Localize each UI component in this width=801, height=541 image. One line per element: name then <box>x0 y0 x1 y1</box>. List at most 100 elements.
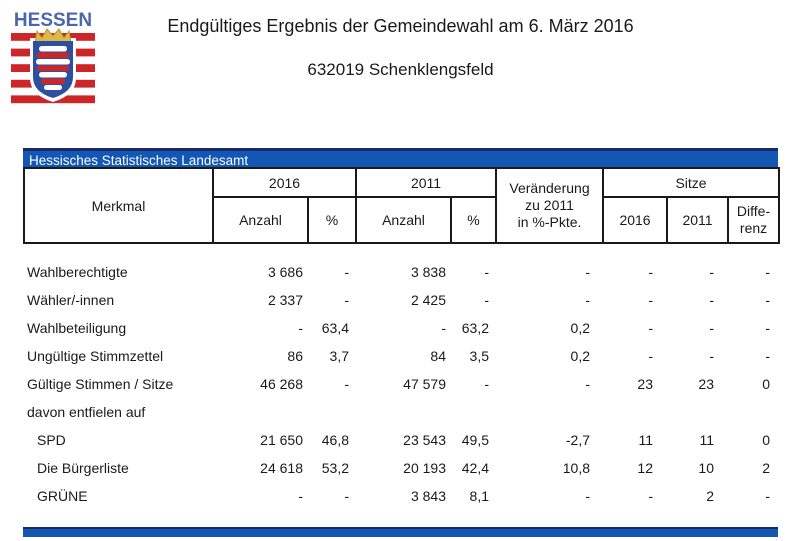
table-row: Wahlbeteiligung -63,4-63,2 0,2- - - <box>23 314 778 342</box>
cell-ver: -2,7 <box>565 432 590 448</box>
page-subtitle: 632019 Schenklengsfeld <box>307 60 494 79</box>
table-row: Ungültige Stimmzettel 86 3,7 84 3,5 0,2 - - - <box>23 342 778 370</box>
col-header-veraenderung: Veränderung zu 2011 in %-Pkte. <box>495 167 605 244</box>
cell-a11: 2 425 <box>410 292 446 308</box>
col-header-differenz: Diffe- renz <box>727 196 781 244</box>
col-group-sitze: Sitze <box>602 167 781 198</box>
row-label: Wahlberechtigte <box>27 264 128 280</box>
bottom-bar <box>23 527 778 537</box>
col-header-anzahl-2016: Anzahl <box>212 196 309 244</box>
table-row: SPD 21 650 46,8 23 543 49,5 -2,7 11 11 0 <box>23 426 778 454</box>
cell-s16: - <box>648 348 653 364</box>
cell-a11: 23 543 <box>403 432 446 448</box>
cell-s16: - <box>648 488 653 504</box>
table-row: Wähler/-innen 2 337 - 2 425 - - - - - <box>23 286 778 314</box>
cell-a11: 20 193 <box>403 460 446 476</box>
col-header-sitze-2011: 2011 <box>666 196 730 244</box>
lion-icon <box>36 46 70 90</box>
agency-bar: Hessisches Statistisches Landesamt <box>23 148 778 168</box>
cell-ver: 10,8 <box>562 460 590 476</box>
cell-p16: 53,2 <box>321 460 349 476</box>
col-group-2016: 2016 <box>212 167 357 198</box>
cell-a16: 46 268 <box>260 376 303 392</box>
cell-a11: 84 <box>430 348 446 364</box>
col-header-pct-2011: % <box>449 196 498 244</box>
cell-a11: 47 579 <box>403 376 446 392</box>
table-row: Die Bürgerliste 24 618 53,2 20 193 42,4 10,8 1… <box>23 454 778 482</box>
cell-dif: 0 <box>762 432 770 448</box>
cell-s16: - <box>648 320 653 336</box>
cell-s11: 11 <box>699 432 714 448</box>
cell-p11: - <box>484 376 489 392</box>
cell-p11: 8,1 <box>469 488 489 504</box>
cell-s11: 10 <box>698 460 714 476</box>
cell-ver: 0,2 <box>570 320 590 336</box>
cell-p16: - <box>344 376 349 392</box>
cell-s16: - <box>648 264 653 280</box>
page-title: Endgültiges Ergebnis der Gemeindewahl am… <box>167 16 634 36</box>
cell-s16: 23 <box>637 376 653 392</box>
cell-p11: 3,5 <box>469 348 489 364</box>
cell-a11: - <box>441 320 446 336</box>
row-label: Wähler/-innen <box>27 292 115 308</box>
row-label: Gültige Stimmen / Sitze <box>27 376 174 392</box>
table-row: Wahlberechtigte 3 686 - 3 838 - - - - - <box>23 258 778 286</box>
cell-a16: - <box>298 320 303 336</box>
row-label: SPD <box>37 432 66 448</box>
cell-s11: - <box>709 292 714 308</box>
col-group-2011: 2011 <box>354 167 498 198</box>
cell-dif: - <box>765 264 770 280</box>
cell-ver: - <box>585 292 590 308</box>
cell-p16: 3,7 <box>329 348 349 364</box>
cell-dif: 2 <box>762 460 770 476</box>
cell-p11: - <box>484 292 489 308</box>
cell-p16: - <box>344 488 349 504</box>
table-header: Merkmal 2016 2011 Veränderung zu 2011 in… <box>23 167 781 244</box>
cell-dif: - <box>765 320 770 336</box>
table-body: Wahlberechtigte 3 686-3 838- - - - - Wähler/-i… <box>23 258 778 510</box>
cell-a16: 2 337 <box>267 292 303 308</box>
cell-a16: - <box>298 488 303 504</box>
cell-p11: 63,2 <box>461 320 489 336</box>
cell-dif: 0 <box>762 376 770 392</box>
cell-s11: 2 <box>706 488 714 504</box>
row-label: GRÜNE <box>37 488 88 504</box>
cell-ver: - <box>585 376 590 392</box>
cell-p16: 46,8 <box>321 432 349 448</box>
hessen-coat-of-arms-icon: HESSEN <box>11 10 95 104</box>
row-label: davon entfielen auf <box>27 404 146 420</box>
cell-p11: - <box>484 264 489 280</box>
cell-p11: 49,5 <box>461 432 489 448</box>
cell-ver: 0,2 <box>570 348 590 364</box>
cell-ver: - <box>585 488 590 504</box>
cell-dif: - <box>765 348 770 364</box>
cell-a16: 21 650 <box>260 432 303 448</box>
row-label: Die Bürgerliste <box>37 460 129 476</box>
cell-dif: - <box>765 292 770 308</box>
cell-a16: 24 618 <box>260 460 303 476</box>
col-header-sitze-2016: 2016 <box>602 196 669 244</box>
cell-p16: 63,4 <box>321 320 349 336</box>
col-header-anzahl-2011: Anzahl <box>355 196 452 244</box>
table-row: GRÜNE - - 3 843 8,1 - - 2 - <box>23 482 778 510</box>
cell-s16: 12 <box>637 460 653 476</box>
hessen-logo: HESSEN <box>8 6 98 108</box>
row-label: Wahlbeteiligung <box>27 320 127 336</box>
cell-a11: 3 838 <box>410 264 446 280</box>
crown-icon <box>34 28 72 44</box>
cell-ver: - <box>585 264 590 280</box>
cell-p16: - <box>344 292 349 308</box>
cell-s16: - <box>648 292 653 308</box>
cell-s16: 11 <box>638 432 653 448</box>
table-row: davon entfielen auf <box>23 398 778 426</box>
cell-s11: - <box>709 264 714 280</box>
row-label: Ungültige Stimmzettel <box>27 348 164 364</box>
cell-s11: 23 <box>698 376 714 392</box>
cell-s11: - <box>709 348 714 364</box>
cell-a16: 86 <box>287 348 303 364</box>
results-table: Hessisches Statistisches Landesamt Merkm… <box>23 148 781 510</box>
cell-a11: 3 843 <box>410 488 446 504</box>
hessen-wordmark: HESSEN <box>14 10 92 31</box>
cell-a16: 3 686 <box>267 264 303 280</box>
col-header-merkmal: Merkmal <box>23 167 214 244</box>
